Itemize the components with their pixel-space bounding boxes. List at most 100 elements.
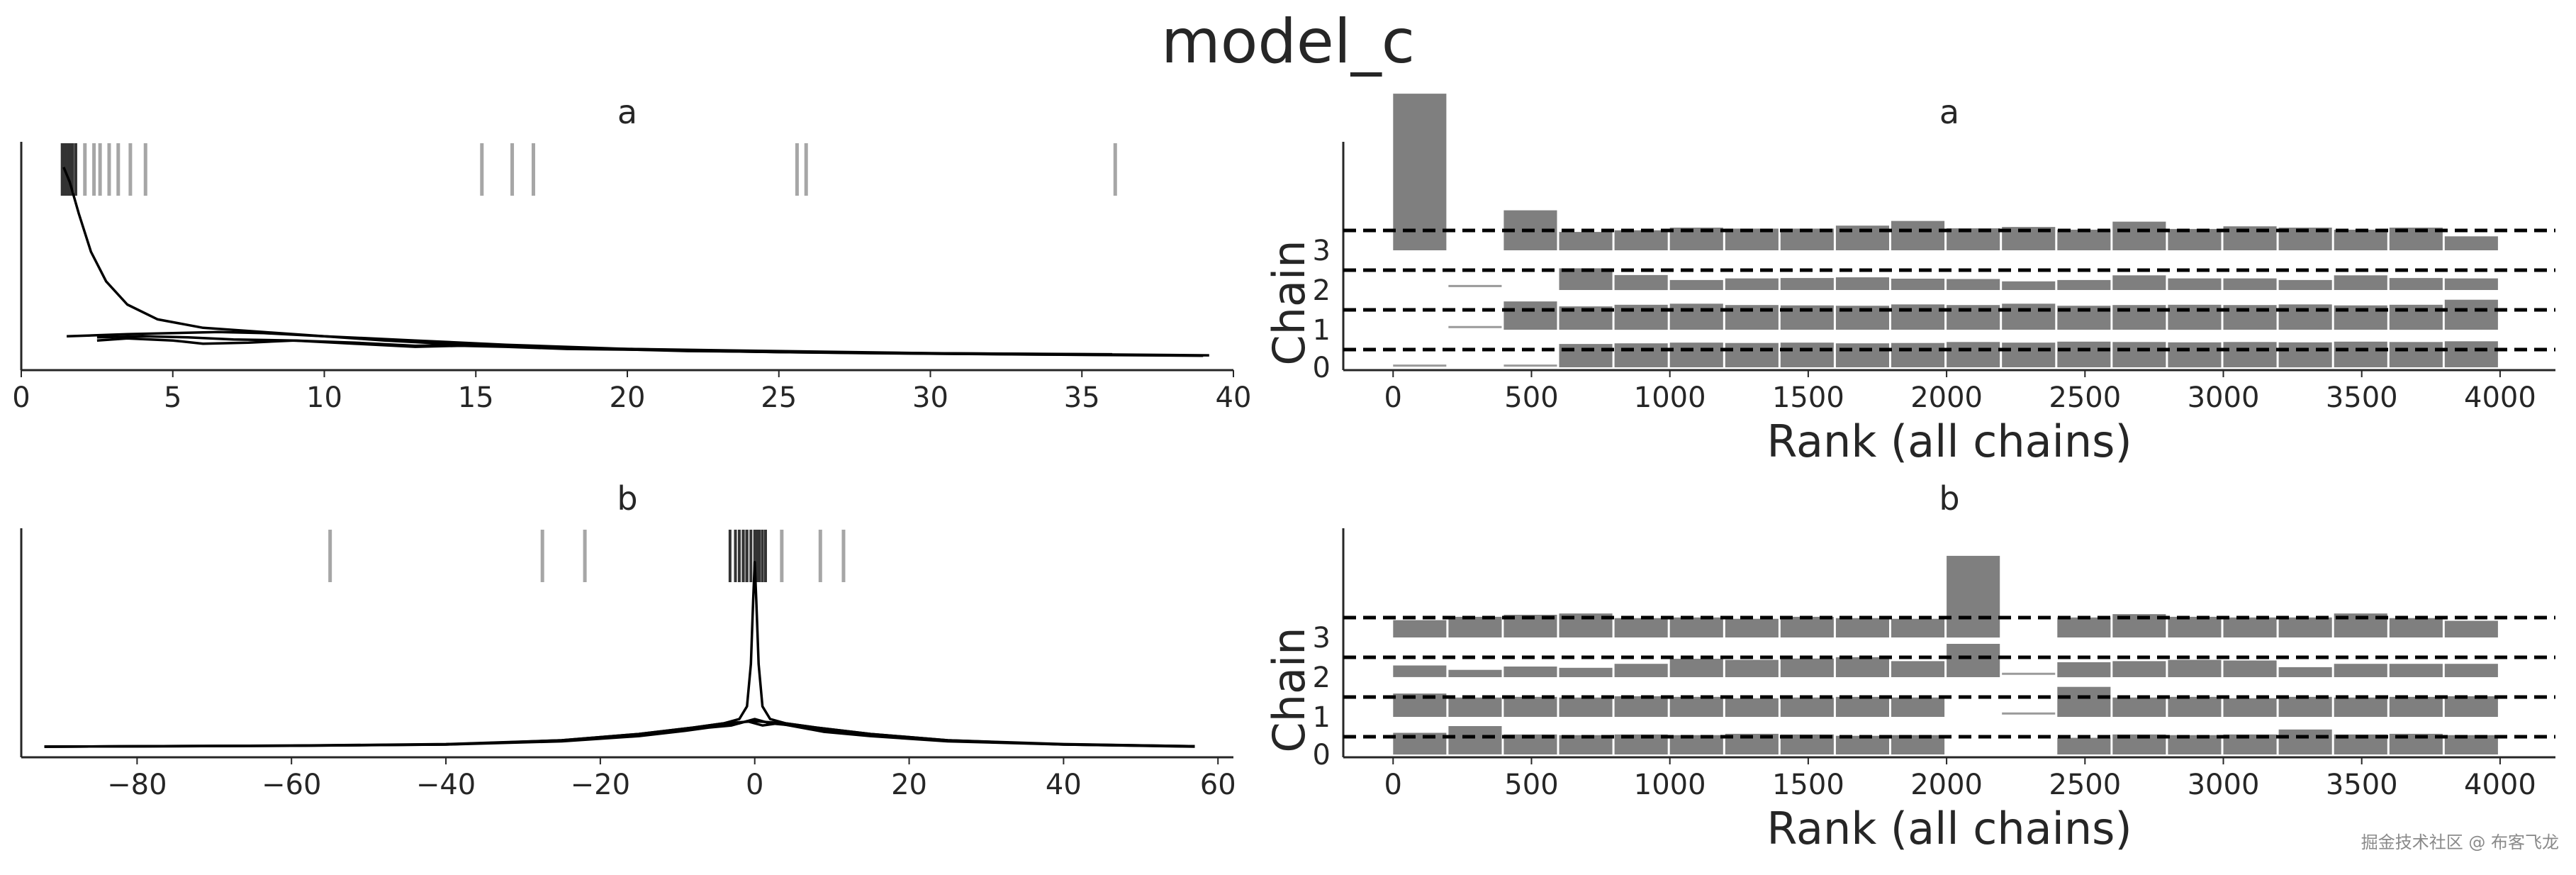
rank-bar-chain-0 — [1614, 343, 1668, 367]
x-tick-label: 3500 — [2326, 381, 2398, 414]
x-tick-label: 0 — [1384, 381, 1402, 414]
x-tick-label: −40 — [416, 769, 476, 801]
rank-bar-chain-3 — [1780, 616, 1834, 637]
rank-bar-chain-2 — [2389, 664, 2443, 677]
rank-bar-chain-2 — [1780, 278, 1834, 290]
rank-bar-chain-2 — [2057, 662, 2111, 678]
rank-bar-chain-2 — [1559, 667, 1613, 677]
rank-bar-chain-3 — [1947, 228, 2000, 250]
rank-bar-chain-0 — [1835, 343, 1889, 367]
panel-rank-a: a 0 1 2 3 0 500 1000 1500 2000 2500 3000 3500 4000 Ran… — [1263, 93, 2555, 467]
panel-title: b — [617, 479, 637, 518]
rank-bar-chain-2 — [2444, 664, 2498, 677]
rank-bar-chain-3 — [2057, 617, 2111, 637]
rank-bar-chain-0 — [2168, 342, 2222, 368]
rank-bar-chain-2 — [2168, 659, 2222, 677]
rank-bar-chain-3 — [2389, 618, 2443, 637]
rank-bar-chain-3 — [1669, 228, 1723, 250]
y-axis-label: Chain — [1263, 627, 1315, 752]
rank-bar-chain-2 — [1835, 657, 1889, 677]
x-tick-label: 1000 — [1634, 381, 1706, 414]
rank-bar-chain-1 — [1559, 697, 1613, 717]
x-tick-label: 15 — [458, 381, 494, 414]
kde-line-chain-3 — [96, 335, 1113, 357]
x-tick-label: 2500 — [2049, 769, 2121, 801]
rank-bar-chain-0 — [2112, 342, 2166, 367]
rank-bar-chain-3 — [2444, 236, 2498, 250]
x-tick-label: 4000 — [2464, 769, 2536, 801]
rank-bar-chain-2 — [2334, 664, 2387, 677]
rank-bar-chain-0 — [2278, 729, 2332, 755]
rank-bar-chain-3 — [2278, 617, 2332, 637]
x-axis-label: Rank (all chains) — [1766, 803, 2132, 854]
rank-bar-chain-2 — [1947, 644, 2000, 677]
rank-bar-chain-1 — [2112, 697, 2166, 717]
y-axis-label: Chain — [1263, 240, 1315, 365]
y-tick-label: 2 — [1313, 662, 1331, 694]
x-tick-label: 500 — [1504, 769, 1558, 801]
rank-bar-chain-1 — [1503, 696, 1557, 717]
figure-title: model_c — [1161, 6, 1415, 77]
x-tick-label: 1500 — [1772, 769, 1844, 801]
x-tick-label: 4000 — [2464, 381, 2536, 414]
rank-bar-chain-2 — [1891, 279, 1945, 290]
rank-bar-chain-1 — [2334, 697, 2387, 717]
rank-bar-chain-3 — [2168, 616, 2222, 637]
y-tick-label: 3 — [1313, 622, 1331, 654]
x-tick-label: 0 — [746, 769, 763, 801]
rank-bar-chain-2 — [2278, 279, 2332, 290]
x-axis-label: Rank (all chains) — [1766, 416, 2132, 467]
y-tick-label: 3 — [1313, 235, 1331, 267]
rank-bar-chain-3 — [1393, 620, 1447, 637]
y-tick-label: 1 — [1313, 701, 1331, 734]
y-tick-label: 2 — [1313, 274, 1331, 307]
x-tick-label: 0 — [1384, 769, 1402, 801]
x-tick-label: 3000 — [2188, 769, 2260, 801]
rank-bar-chain-1 — [1891, 697, 1945, 717]
rank-bar-chain-2 — [1780, 658, 1834, 677]
rank-bar-chain-0 — [2278, 342, 2332, 368]
rank-bar-chain-1 — [1614, 696, 1668, 717]
y-tick-label: 1 — [1313, 314, 1331, 347]
rank-bar-chain-1 — [2057, 686, 2111, 717]
rank-bar-chain-1 — [2168, 304, 2222, 330]
rank-bar-chain-2 — [1891, 661, 1945, 677]
watermark: 掘金技术社区 @ 布客飞龙 — [2361, 832, 2559, 852]
x-tick-label: 0 — [12, 381, 30, 414]
rank-bar-chain-1 — [2168, 696, 2222, 717]
panel-title: a — [617, 93, 637, 131]
x-tick-label: 2500 — [2049, 381, 2121, 414]
rank-bar-chain-2 — [2223, 278, 2277, 290]
rank-bar-chain-1 — [2002, 303, 2056, 330]
rank-bar-chain-1 — [1780, 697, 1834, 717]
rank-bar-chain-2 — [2002, 281, 2056, 290]
x-tick-label: 60 — [1200, 769, 1236, 801]
rank-bar-chain-2 — [1614, 664, 1668, 677]
rank-bar-chain-0 — [1393, 732, 1447, 755]
rank-bar-chain-3 — [1393, 94, 1447, 250]
rank-bar-chain-3 — [1614, 618, 1668, 637]
x-tick-label: 500 — [1504, 381, 1558, 414]
x-tick-label: 3000 — [2188, 381, 2260, 414]
panel-trace-kde-a: a 0 5 10 15 20 25 30 35 40 — [12, 93, 1251, 414]
rank-bar-chain-0 — [1725, 342, 1779, 367]
x-tick-label: 20 — [891, 769, 927, 801]
x-tick-label: 30 — [912, 381, 948, 414]
rank-bar-chain-1 — [1503, 301, 1557, 330]
rank-bar-chain-2 — [2334, 275, 2387, 290]
rank-bar-chain-3 — [1725, 618, 1779, 637]
rank-bar-chain-1 — [1835, 696, 1889, 717]
rank-bar-chain-3 — [1614, 230, 1668, 250]
rank-bar-chain-0 — [2168, 735, 2222, 754]
rank-bar-chain-1 — [2389, 696, 2443, 717]
rank-bar-chain-3 — [1559, 232, 1613, 250]
rank-bar-chain-3 — [2334, 229, 2387, 250]
rank-bar-chain-0 — [1780, 342, 1834, 367]
kde-line-chain-3 — [44, 718, 1195, 748]
x-tick-label: 25 — [761, 381, 797, 414]
x-tick-label: −80 — [107, 769, 167, 801]
x-tick-label: 40 — [1046, 769, 1082, 801]
rank-bar-chain-2 — [2223, 660, 2277, 677]
x-tick-label: 2000 — [1910, 769, 1983, 801]
rank-bar-chain-1 — [2444, 299, 2498, 330]
